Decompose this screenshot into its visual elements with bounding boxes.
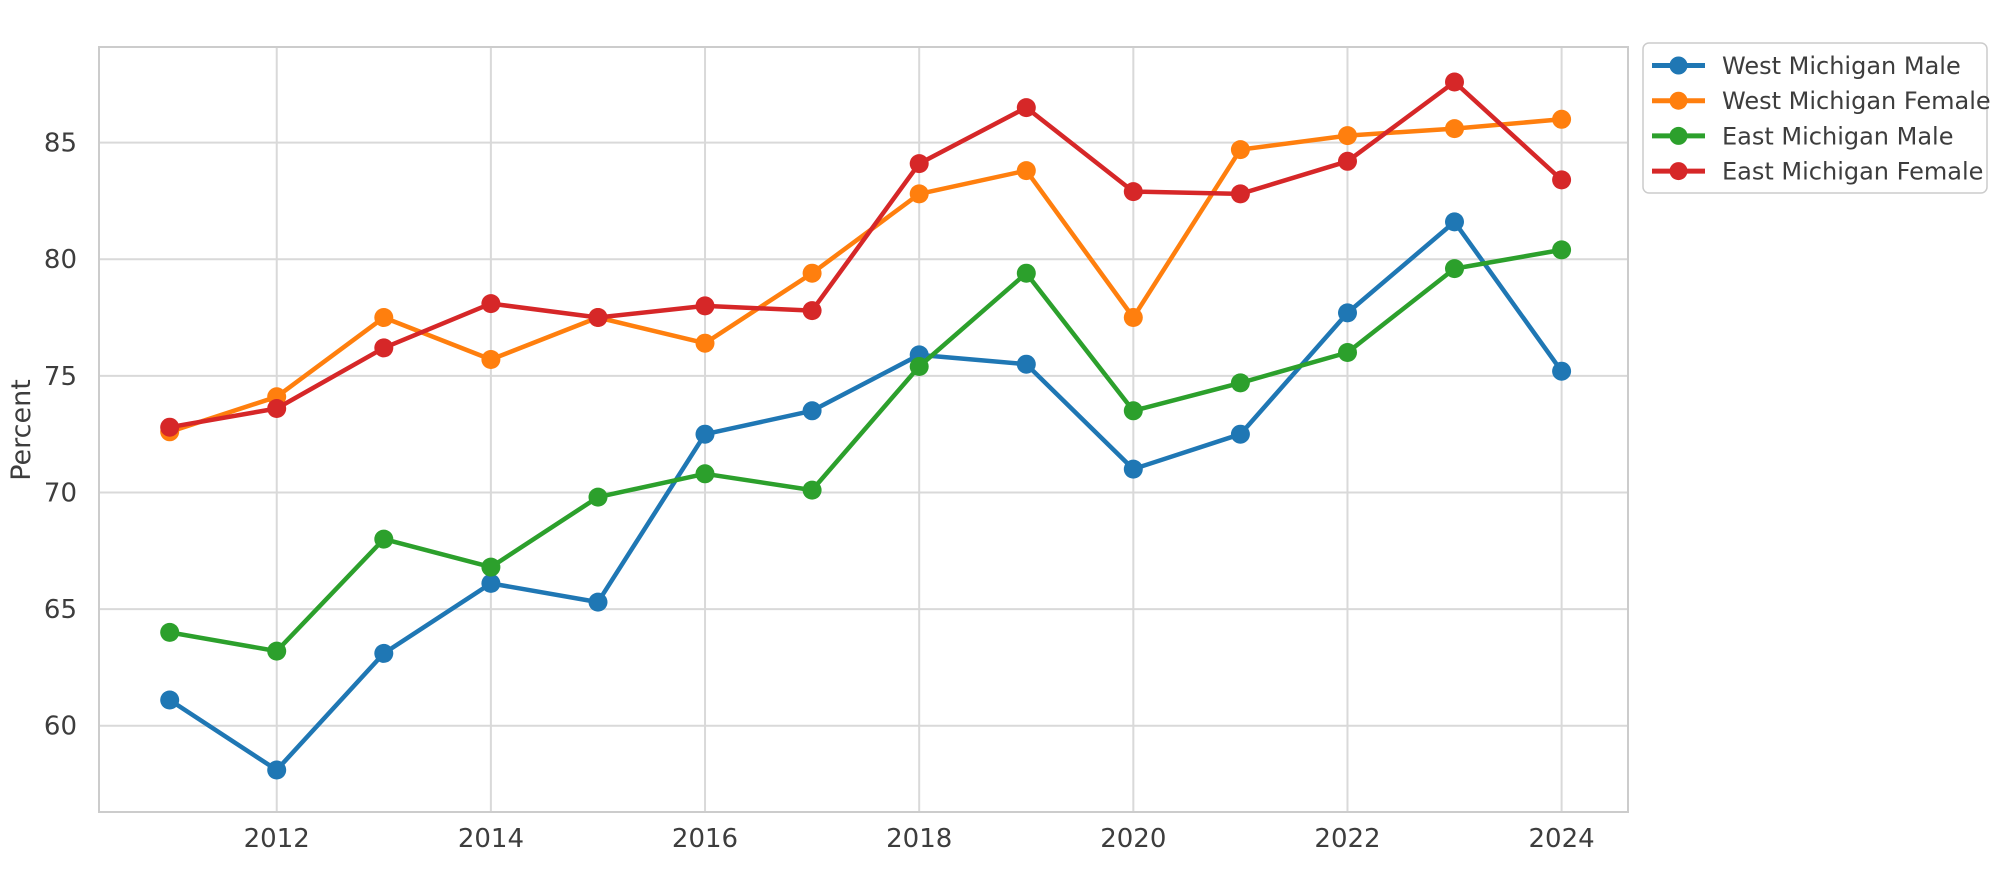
data-point-east-michigan-female-2014 <box>481 294 501 314</box>
series-east-michigan-female <box>160 72 1572 437</box>
data-point-east-michigan-male-2017 <box>802 480 822 500</box>
data-point-west-michigan-male-2016 <box>695 424 715 444</box>
series-line-east-michigan-female <box>167 79 1564 430</box>
plot-border <box>98 46 1629 813</box>
data-point-east-michigan-male-2015 <box>588 487 608 507</box>
data-point-east-michigan-male-2019 <box>1016 263 1036 283</box>
data-point-east-michigan-female-2013 <box>374 338 394 358</box>
data-point-east-michigan-female-2016 <box>695 296 715 316</box>
data-point-west-michigan-male-2022 <box>1338 303 1357 323</box>
data-point-east-michigan-female-2024 <box>1552 170 1572 190</box>
legend-box <box>1642 42 1988 194</box>
x-tick-label-2018: 2018 <box>886 824 952 854</box>
data-point-east-michigan-female-2020 <box>1123 182 1143 202</box>
series-east-michigan-male <box>160 240 1572 661</box>
data-point-east-michigan-female-2022 <box>1338 151 1357 171</box>
data-point-west-michigan-male-2013 <box>374 643 394 663</box>
data-point-west-michigan-male-2020 <box>1123 459 1143 479</box>
legend-item-west-michigan-female: West Michigan Female <box>1652 87 1991 115</box>
series-line-east-michigan-male <box>167 247 1564 654</box>
y-axis-label: Percent <box>6 379 37 481</box>
data-point-east-michigan-male-2012 <box>267 641 287 661</box>
y-tick-label-85: 85 <box>44 129 77 159</box>
data-point-east-michigan-female-2021 <box>1230 184 1250 204</box>
data-point-east-michigan-male-2022 <box>1338 343 1357 362</box>
data-point-west-michigan-female-2013 <box>374 308 394 327</box>
legend: West Michigan Male West Michigan Female Ea… <box>1642 42 1991 194</box>
data-point-west-michigan-female-2021 <box>1230 140 1250 160</box>
data-point-west-michigan-female-2016 <box>695 333 715 353</box>
data-point-west-michigan-female-2024 <box>1552 109 1572 129</box>
legend-marker-west-michigan-female <box>1669 91 1688 110</box>
y-tick-label-60: 60 <box>44 712 77 742</box>
data-point-west-michigan-female-2018 <box>909 184 929 204</box>
data-point-east-michigan-male-2023 <box>1445 259 1464 279</box>
x-tick-label-2020: 2020 <box>1100 824 1166 854</box>
data-point-west-michigan-male-2023 <box>1445 212 1464 232</box>
gridlines <box>99 47 1628 812</box>
data-point-east-michigan-male-2021 <box>1230 373 1250 393</box>
data-point-east-michigan-male-2024 <box>1552 240 1572 260</box>
data-point-west-michigan-male-2014 <box>481 573 501 593</box>
data-point-east-michigan-male-2016 <box>695 464 715 484</box>
legend-label-east-michigan-male: East Michigan Male <box>1722 122 1954 150</box>
data-point-east-michigan-male-2014 <box>481 557 501 577</box>
data-point-west-michigan-female-2022 <box>1338 126 1357 146</box>
data-point-west-michigan-female-2014 <box>481 350 501 369</box>
legend-item-west-michigan-male: West Michigan Male <box>1652 52 1961 80</box>
legend-label-east-michigan-female: East Michigan Female <box>1722 158 1983 186</box>
data-point-east-michigan-male-2011 <box>160 622 180 642</box>
y-axis-tick-labels: 60 65 70 75 80 85 <box>44 129 77 742</box>
data-point-east-michigan-male-2018 <box>909 357 929 376</box>
data-point-west-michigan-female-2023 <box>1445 119 1464 139</box>
y-tick-label-70: 70 <box>44 478 77 508</box>
data-point-west-michigan-male-2021 <box>1230 424 1250 444</box>
series-line-west-michigan-male <box>167 219 1564 773</box>
data-point-west-michigan-male-2015 <box>588 592 608 612</box>
x-tick-label-2016: 2016 <box>672 824 738 854</box>
x-tick-label-2014: 2014 <box>458 824 524 854</box>
x-tick-label-2024: 2024 <box>1529 824 1595 854</box>
x-axis-tick-labels: 2012 2014 2016 2018 2020 2022 2024 <box>244 824 1595 854</box>
series-west-michigan-male <box>160 212 1572 780</box>
y-tick-label-75: 75 <box>44 362 77 392</box>
legend-item-east-michigan-male: East Michigan Male <box>1652 122 1954 150</box>
data-point-west-michigan-male-2019 <box>1016 354 1036 374</box>
legend-marker-east-michigan-male <box>1669 126 1688 145</box>
data-point-west-michigan-female-2019 <box>1016 161 1036 181</box>
data-point-east-michigan-female-2023 <box>1445 72 1464 92</box>
data-point-east-michigan-female-2015 <box>588 308 608 327</box>
y-tick-label-65: 65 <box>44 595 77 625</box>
data-point-west-michigan-male-2024 <box>1552 361 1572 381</box>
data-point-west-michigan-female-2020 <box>1123 308 1143 327</box>
data-point-east-michigan-female-2011 <box>160 417 180 437</box>
data-point-west-michigan-male-2017 <box>802 401 822 421</box>
legend-item-east-michigan-female: East Michigan Female <box>1652 158 1983 186</box>
legend-marker-west-michigan-male <box>1669 56 1688 75</box>
data-point-west-michigan-male-2012 <box>267 760 287 780</box>
data-point-west-michigan-female-2017 <box>802 263 822 283</box>
data-point-east-michigan-male-2020 <box>1123 401 1143 421</box>
data-point-east-michigan-female-2012 <box>267 399 287 418</box>
data-point-east-michigan-female-2018 <box>909 154 929 174</box>
legend-label-west-michigan-female: West Michigan Female <box>1722 87 1991 115</box>
legend-marker-east-michigan-female <box>1669 162 1688 181</box>
legend-label-west-michigan-male: West Michigan Male <box>1722 52 1961 80</box>
data-point-west-michigan-male-2011 <box>160 690 180 710</box>
x-tick-label-2022: 2022 <box>1314 824 1380 854</box>
y-tick-label-80: 80 <box>44 245 77 275</box>
data-point-east-michigan-female-2019 <box>1016 98 1036 118</box>
x-tick-label-2012: 2012 <box>244 824 310 854</box>
data-point-east-michigan-female-2017 <box>802 301 822 321</box>
data-point-east-michigan-male-2013 <box>374 529 394 549</box>
